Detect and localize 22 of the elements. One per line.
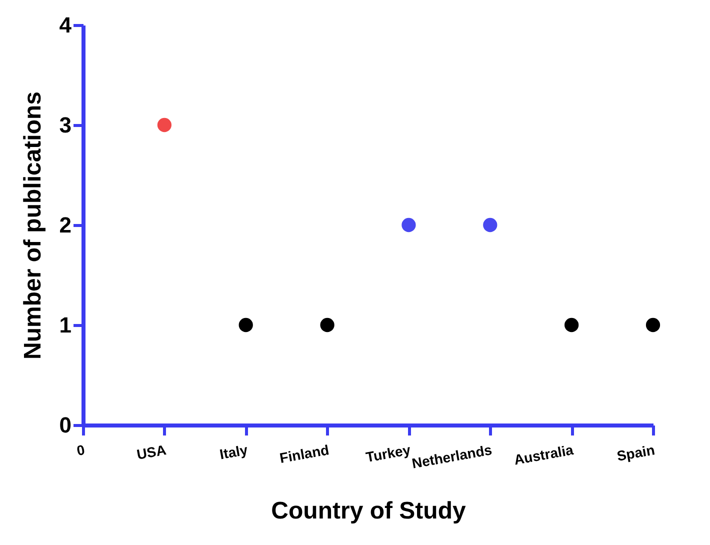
x-tick-label: USA [135,442,168,462]
point [157,118,172,132]
y-tick-label: 1 [59,312,72,338]
x-tick-label: Spain [616,442,656,464]
y-axis-title: Number of publications [19,91,46,360]
point [402,218,416,232]
point [646,318,660,332]
point [320,318,334,332]
x-tick-label: Netherlands [410,441,494,472]
point [238,318,253,332]
x-axis-title: Country of Study [271,497,466,524]
y-tick-label: 3 [59,112,72,138]
x-tick-label: Finland [278,442,330,466]
y-tick-label: 4 [59,12,72,38]
x-tick-label: Australia [512,441,575,468]
y-tick-label: 0 [59,412,72,438]
x-tick-label: Italy [218,441,249,462]
x-tick-label: 0 [75,441,86,459]
point [483,218,498,232]
y-tick-label: 2 [59,212,72,238]
x-tick-label: Turkey [364,441,412,466]
point [564,318,579,332]
